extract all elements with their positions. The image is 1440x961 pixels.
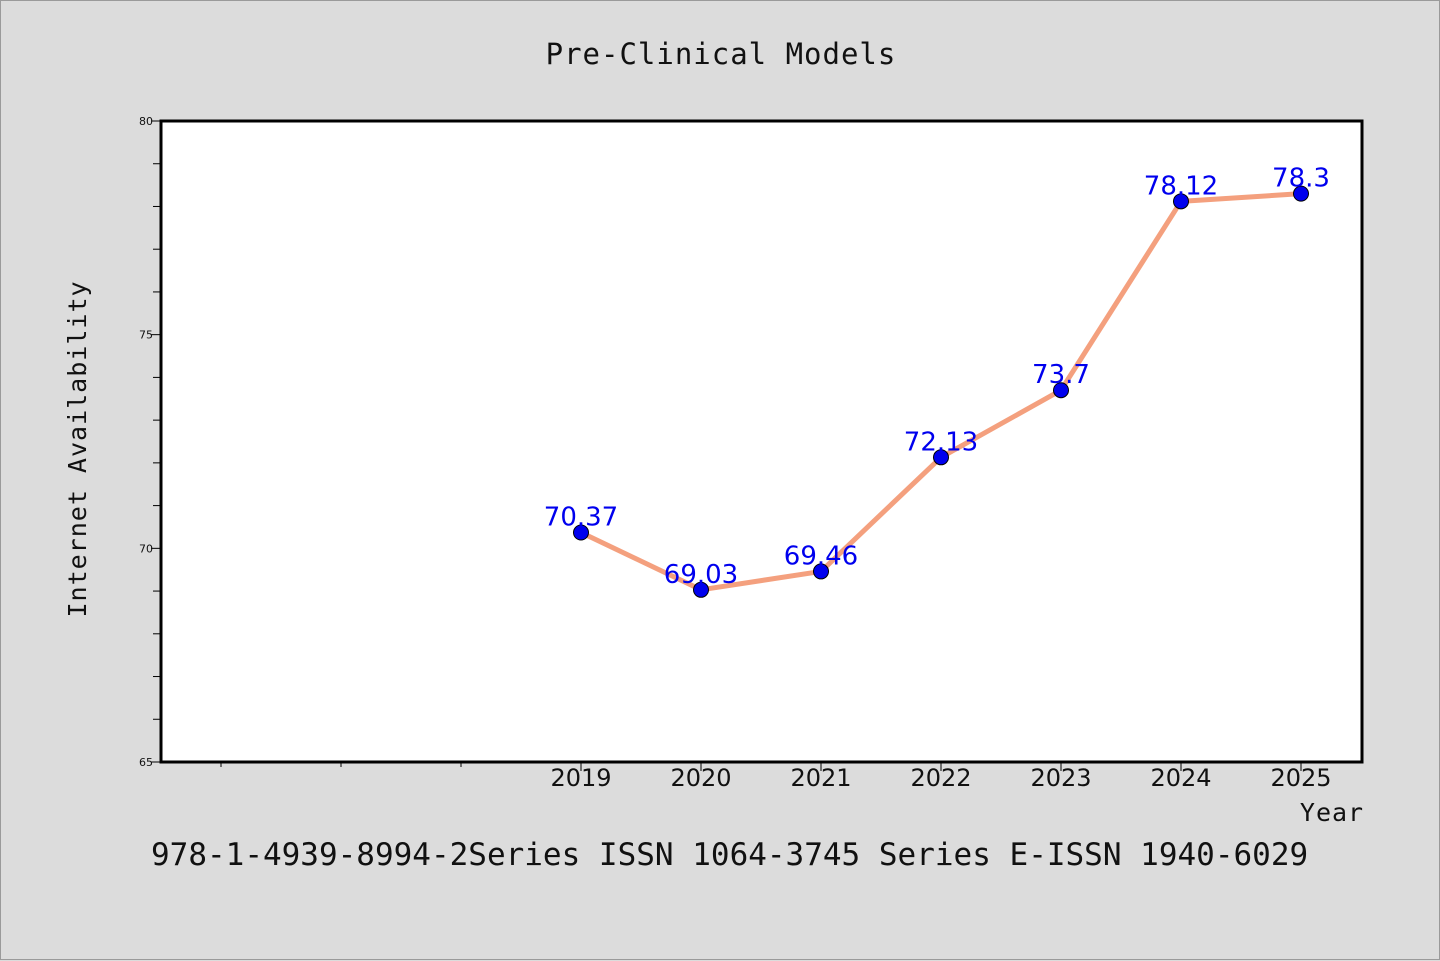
data-point: [1173, 193, 1189, 210]
y-tick-label: 70: [139, 542, 153, 555]
x-tick-label: 2021: [790, 764, 851, 792]
y-tick-label: 75: [139, 329, 153, 342]
x-tick-label: 2023: [1030, 764, 1091, 792]
data-label: 70.37: [544, 503, 618, 533]
data-point: [1293, 185, 1309, 202]
y-tick-label: 65: [139, 756, 153, 769]
data-point: [1053, 382, 1069, 399]
y-axis: 65 70 75 80: [139, 115, 161, 769]
data-label: 78.3: [1272, 164, 1330, 194]
x-tick-label: 2025: [1270, 764, 1331, 792]
data-point: [693, 581, 709, 598]
series-group: 70.37 69.03 69.46 72.13 73.7 78.12 78.3: [544, 164, 1330, 598]
x-tick-label: 2024: [1150, 764, 1211, 792]
x-tick-label: 2019: [550, 764, 611, 792]
x-tick-label: 2020: [670, 764, 731, 792]
x-tick-label: 2022: [910, 764, 971, 792]
data-point: [813, 563, 829, 580]
footer-isbn-text: 978-1-4939-8994-2Series ISSN 1064-3745 S…: [151, 837, 1308, 873]
data-point: [573, 524, 589, 541]
plot-area: [159, 119, 1364, 764]
chart-title: Pre-Clinical Models: [546, 37, 897, 71]
data-label: 73.7: [1032, 360, 1090, 390]
y-tick-label: 80: [139, 115, 153, 128]
x-axis-label: Year: [1300, 798, 1364, 827]
data-label: 69.03: [664, 560, 738, 590]
data-label: 69.46: [784, 541, 858, 571]
data-point: [933, 449, 949, 466]
x-axis: 2019 2020 2021 2022 2023 2024 2025: [220, 762, 1332, 792]
data-label: 78.12: [1144, 171, 1218, 201]
y-axis-label: Internet Availability: [63, 280, 92, 617]
data-label: 72.13: [904, 427, 978, 457]
